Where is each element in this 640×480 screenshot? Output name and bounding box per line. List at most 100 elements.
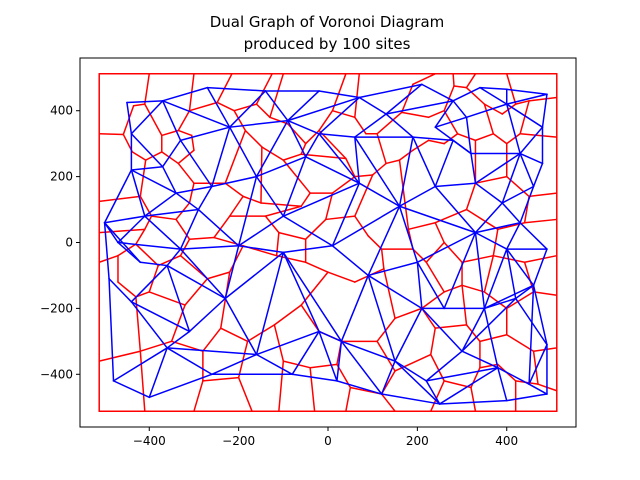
- series-0-segment-25: [255, 103, 271, 119]
- series-1-segment-12: [126, 100, 164, 104]
- series-0-segment-52: [501, 103, 517, 115]
- series-0-segment-83: [224, 129, 247, 184]
- series-1-segment-185: [528, 284, 535, 385]
- series-1-segment-74: [474, 231, 486, 310]
- series-1-segment-48: [465, 116, 472, 155]
- series-1-segment-1: [108, 277, 133, 303]
- series-0-segment-35: [318, 109, 334, 132]
- y-tick-label: 400: [50, 104, 73, 118]
- series-1-segment-106: [179, 139, 213, 188]
- series-1-segment-166: [291, 330, 320, 376]
- series-0-segment-112: [304, 218, 327, 240]
- series-1-segment-152: [130, 301, 168, 349]
- series-1-segment-71: [505, 248, 517, 300]
- series-0-segment-109: [264, 205, 302, 217]
- series-1-segment-126: [282, 156, 307, 217]
- series-0-segment-23: [233, 103, 258, 112]
- series-1-segment-115: [103, 221, 119, 244]
- series-0-segment-88: [150, 215, 177, 221]
- series-0-segment-203: [461, 284, 468, 326]
- plot-area: −400 −200 0 200 400 −400 −200 0 200 400: [40, 57, 577, 448]
- series-1-segment-191: [497, 366, 508, 402]
- series-0-segment-61: [474, 133, 495, 142]
- series-1-segment-21: [228, 90, 267, 128]
- series-0-segment-214: [479, 363, 499, 369]
- series-0-segment-9: [131, 151, 147, 161]
- series-1-segment-173: [340, 340, 383, 395]
- series-0-segment-128: [206, 271, 231, 280]
- series-1-segment-111: [144, 192, 177, 217]
- series-1-segment-38: [452, 86, 481, 102]
- series-0-segment-30: [282, 153, 302, 161]
- series-1-segment-61: [501, 202, 521, 224]
- series-1-segment-144: [224, 251, 285, 300]
- series-0-segment-111: [278, 231, 307, 240]
- series-1-segment-57: [474, 182, 504, 204]
- series-0-segment-81: [242, 195, 262, 204]
- series-1-segment-162: [255, 251, 285, 356]
- series-1-segment-156: [148, 347, 168, 399]
- series-1-segment-91: [287, 119, 320, 135]
- series-1-segment-171: [336, 340, 343, 382]
- series-1-segment-42: [505, 93, 548, 105]
- series-1-segment-69: [505, 248, 535, 287]
- series-0-segment-201: [479, 334, 508, 343]
- series-1-segment-73: [483, 248, 508, 310]
- series-0-segment-220: [505, 334, 535, 352]
- series-1-segment-180: [421, 307, 463, 352]
- series-1-segment-116: [117, 241, 142, 264]
- series-0-segment-172: [398, 159, 410, 231]
- series-1-segment-129: [331, 182, 361, 247]
- series-1-segment-23: [228, 119, 289, 128]
- series-1-segment-17: [206, 86, 231, 128]
- series-0-segment-199: [523, 254, 558, 264]
- series-0-segment-18: [177, 109, 191, 132]
- series-1-segment-86: [412, 136, 436, 188]
- series-0-segment-142: [202, 376, 240, 382]
- series-1-segment-88: [354, 113, 387, 138]
- series-0-segment-117: [367, 235, 383, 250]
- chart-title-line-2: produced by 100 sites: [244, 35, 411, 53]
- series-0-segment-138: [202, 327, 222, 352]
- series-1-segment-184: [497, 366, 530, 385]
- series-0-segment-37: [331, 109, 356, 119]
- series-0-segment-208: [430, 353, 445, 382]
- x-tick-label: −200: [222, 434, 255, 448]
- series-1-segment-41: [505, 88, 548, 95]
- series-1-segment-107: [175, 185, 213, 194]
- series-1-segment-105: [211, 126, 231, 188]
- series-0-segment-13: [177, 129, 193, 137]
- series-0-segment-169: [412, 248, 428, 264]
- series-0-segment-73: [318, 129, 347, 160]
- series-1-segment-85: [412, 136, 454, 142]
- series-1-segment-20: [206, 86, 267, 92]
- series-0-segment-106: [213, 215, 231, 239]
- series-0-segment-92: [144, 215, 153, 231]
- series-0-segment-152: [309, 363, 338, 369]
- series-1-segment-143: [237, 245, 285, 254]
- series-1-segment-16: [161, 86, 209, 102]
- series-0-segment-54: [514, 100, 530, 105]
- series-0-segment-5: [122, 105, 135, 136]
- series-0-segment-158: [345, 386, 352, 412]
- series-1-segment-132: [367, 205, 401, 277]
- series-0-segment-148: [300, 271, 329, 306]
- series-0-segment-196: [532, 291, 558, 296]
- series-0-segment-116: [354, 215, 369, 237]
- series-1-segment-100: [287, 119, 307, 158]
- series-1-segment-39: [479, 86, 508, 91]
- series-0-segment-45: [427, 109, 445, 119]
- series-1-segment-160: [166, 347, 258, 356]
- series-1-segment-141: [282, 251, 343, 343]
- series-1-segment-112: [130, 169, 146, 217]
- series-1-segment-104: [211, 175, 258, 188]
- series-1-segment-121: [179, 245, 240, 250]
- series-0-segment-127: [228, 245, 244, 273]
- series-0-segment-182: [528, 192, 558, 198]
- series-0-segment-165: [383, 268, 396, 320]
- chart-title-line-1: Dual Graph of Voronoi Diagram: [210, 13, 445, 31]
- series-0-segment-57: [519, 133, 558, 138]
- series-1-segment-134: [367, 274, 423, 310]
- series-0-segment-143: [237, 376, 253, 412]
